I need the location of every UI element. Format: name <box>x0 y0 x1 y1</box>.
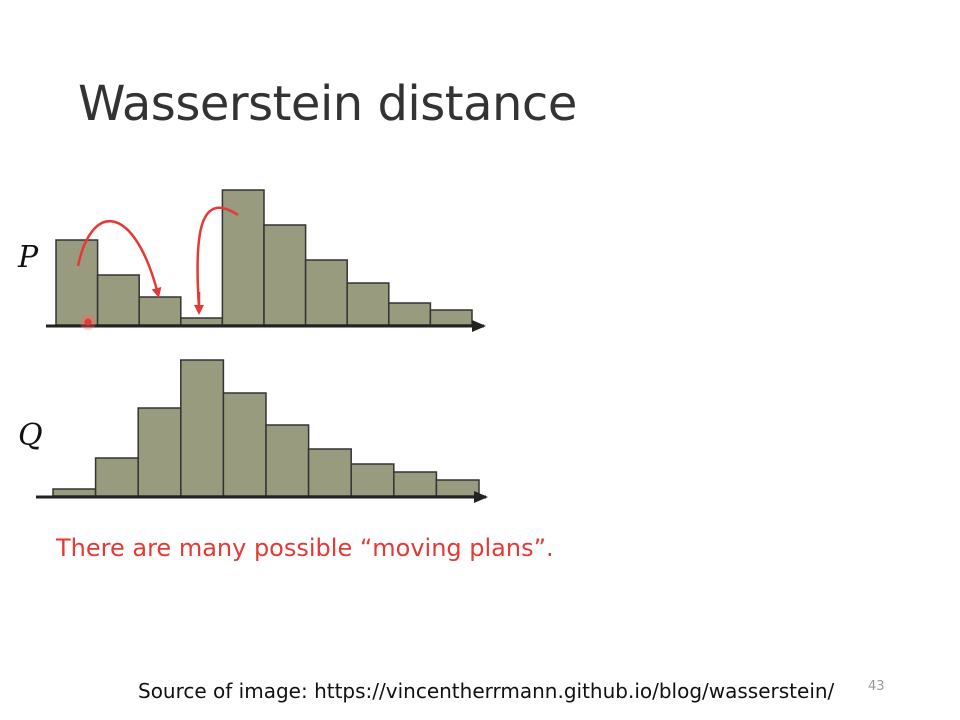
move-arrow-1 <box>76 220 162 298</box>
q-bar-2 <box>94 457 139 497</box>
caption-text: There are many possible “moving plans”. <box>56 534 554 562</box>
cursor-highlight <box>80 314 96 330</box>
moving-plan-arrows <box>76 206 239 315</box>
p-bar-1 <box>55 239 99 326</box>
q-bar-9 <box>393 471 438 497</box>
p-bar-8 <box>346 282 390 326</box>
p-bar-10 <box>429 309 473 326</box>
q-bar-3 <box>137 407 182 497</box>
p-bar-4 <box>180 317 224 326</box>
q-bar-10 <box>435 479 480 497</box>
q-bar-8 <box>350 463 395 497</box>
p-bar-9 <box>388 302 432 326</box>
q-bar-5 <box>222 392 267 497</box>
page-number: 43 <box>868 679 885 694</box>
p-histogram <box>55 189 473 326</box>
p-bar-2 <box>96 274 140 326</box>
q-bar-7 <box>307 448 352 497</box>
distribution-q-label: Q <box>18 418 43 453</box>
q-histogram <box>52 359 480 497</box>
move-arrow-2 <box>196 206 239 309</box>
source-citation: Source of image: https://vincentherrmann… <box>138 679 835 703</box>
p-bar-7 <box>304 259 348 326</box>
slide-title: Wasserstein distance <box>78 76 577 132</box>
q-bar-1 <box>52 488 97 497</box>
q-bar-4 <box>180 359 225 497</box>
p-bar-3 <box>138 296 182 326</box>
q-bar-6 <box>265 424 310 497</box>
distribution-p-label: P <box>18 240 39 275</box>
p-bar-6 <box>263 224 307 326</box>
